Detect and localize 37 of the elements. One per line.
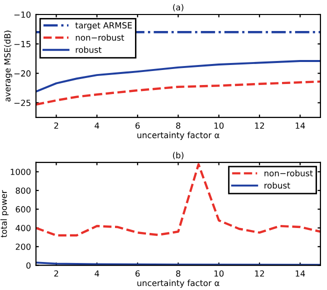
x-tick-label: 6	[136, 122, 140, 129]
chart-title: (a)	[173, 4, 184, 12]
x-tick-label: 4	[94, 122, 100, 129]
x-tick-label: 12	[255, 270, 264, 277]
x-tick-label: 14	[296, 270, 305, 277]
x-tick-label: 8	[176, 122, 180, 129]
x-tick-label: 8	[176, 270, 180, 277]
x-tick-label: 10	[214, 122, 224, 129]
line-series	[36, 80, 320, 106]
y-tick-label: 1000	[10, 168, 31, 176]
x-axis-title: uncertainty factor α	[137, 280, 220, 288]
y-tick-label: 800	[16, 187, 31, 194]
x-tick-label: 14	[296, 122, 305, 129]
legend-label: target ARMSE	[75, 22, 132, 30]
y-axis-title: average MSE(dB)	[4, 30, 12, 102]
line-series	[36, 60, 320, 93]
y-tick-label: 0	[26, 262, 31, 269]
x-tick-label: 4	[94, 270, 100, 277]
y-tick-label: −20	[14, 70, 31, 77]
x-tick-label: 2	[54, 270, 58, 277]
legend-label: robust	[76, 46, 102, 53]
x-tick-label: 10	[214, 270, 224, 277]
x-tick-label: 6	[136, 270, 140, 277]
y-tick-label: −25	[14, 100, 30, 106]
legend-label: robust	[264, 182, 290, 189]
y-tick-label: 600	[16, 206, 31, 212]
y-axis-title: total power	[0, 190, 9, 238]
x-tick-label: 2	[54, 122, 58, 129]
legend-label: non−robust	[76, 34, 124, 41]
y-tick-label: 400	[16, 224, 31, 232]
legend-label: non−robust	[264, 170, 313, 176]
y-tick-label: −15	[14, 41, 30, 48]
chart-title: (b)	[173, 152, 184, 160]
y-tick-label: −10	[14, 11, 31, 18]
x-tick-label: 12	[255, 122, 264, 129]
x-axis-title: uncertainty factor α	[137, 132, 220, 140]
y-tick-label: 200	[16, 244, 31, 250]
